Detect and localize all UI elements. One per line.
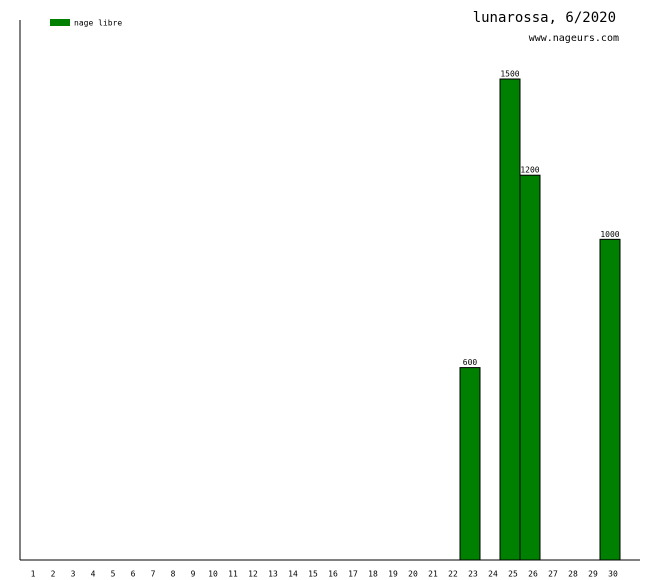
x-tick-label: 14 bbox=[288, 570, 298, 579]
value-label: 1200 bbox=[520, 166, 539, 175]
x-tick-label: 16 bbox=[328, 570, 338, 579]
x-tick-label: 29 bbox=[588, 570, 598, 579]
x-tick-label: 20 bbox=[408, 570, 418, 579]
x-tick-label: 9 bbox=[191, 570, 196, 579]
x-tick-label: 22 bbox=[448, 570, 458, 579]
x-tick-label: 2 bbox=[51, 570, 56, 579]
x-tick-label: 18 bbox=[368, 570, 378, 579]
value-label: 1000 bbox=[600, 230, 619, 239]
x-tick-label: 27 bbox=[548, 570, 558, 579]
x-tick-label: 21 bbox=[428, 570, 438, 579]
x-tick-label: 19 bbox=[388, 570, 398, 579]
x-tick-label: 10 bbox=[208, 570, 218, 579]
x-tick-label: 13 bbox=[268, 570, 278, 579]
bar bbox=[459, 367, 481, 561]
bar bbox=[519, 174, 541, 561]
bar bbox=[499, 78, 521, 561]
value-label: 600 bbox=[463, 358, 478, 367]
x-tick-label: 25 bbox=[508, 570, 518, 579]
x-tick-label: 4 bbox=[91, 570, 96, 579]
x-tick-label: 26 bbox=[528, 570, 538, 579]
x-tick-label: 3 bbox=[71, 570, 76, 579]
x-tick-label: 7 bbox=[151, 570, 156, 579]
chart-subtitle: www.nageurs.com bbox=[529, 33, 619, 44]
chart-title: lunarossa, 6/2020 bbox=[473, 10, 616, 26]
x-tick-label: 30 bbox=[608, 570, 618, 579]
x-tick-label: 15 bbox=[308, 570, 318, 579]
x-tick-label: 11 bbox=[228, 570, 238, 579]
x-tick-label: 5 bbox=[111, 570, 116, 579]
legend-swatch bbox=[50, 19, 70, 26]
x-tick-label: 8 bbox=[171, 570, 176, 579]
value-label: 1500 bbox=[500, 70, 519, 79]
bar bbox=[599, 238, 621, 561]
x-tick-label: 24 bbox=[488, 570, 498, 579]
x-tick-label: 12 bbox=[248, 570, 258, 579]
legend-label: nage libre bbox=[74, 19, 122, 28]
x-tick-label: 1 bbox=[31, 570, 36, 579]
x-tick-label: 17 bbox=[348, 570, 358, 579]
x-tick-label: 6 bbox=[131, 570, 136, 579]
x-tick-label: 28 bbox=[568, 570, 578, 579]
x-tick-label: 23 bbox=[468, 570, 478, 579]
